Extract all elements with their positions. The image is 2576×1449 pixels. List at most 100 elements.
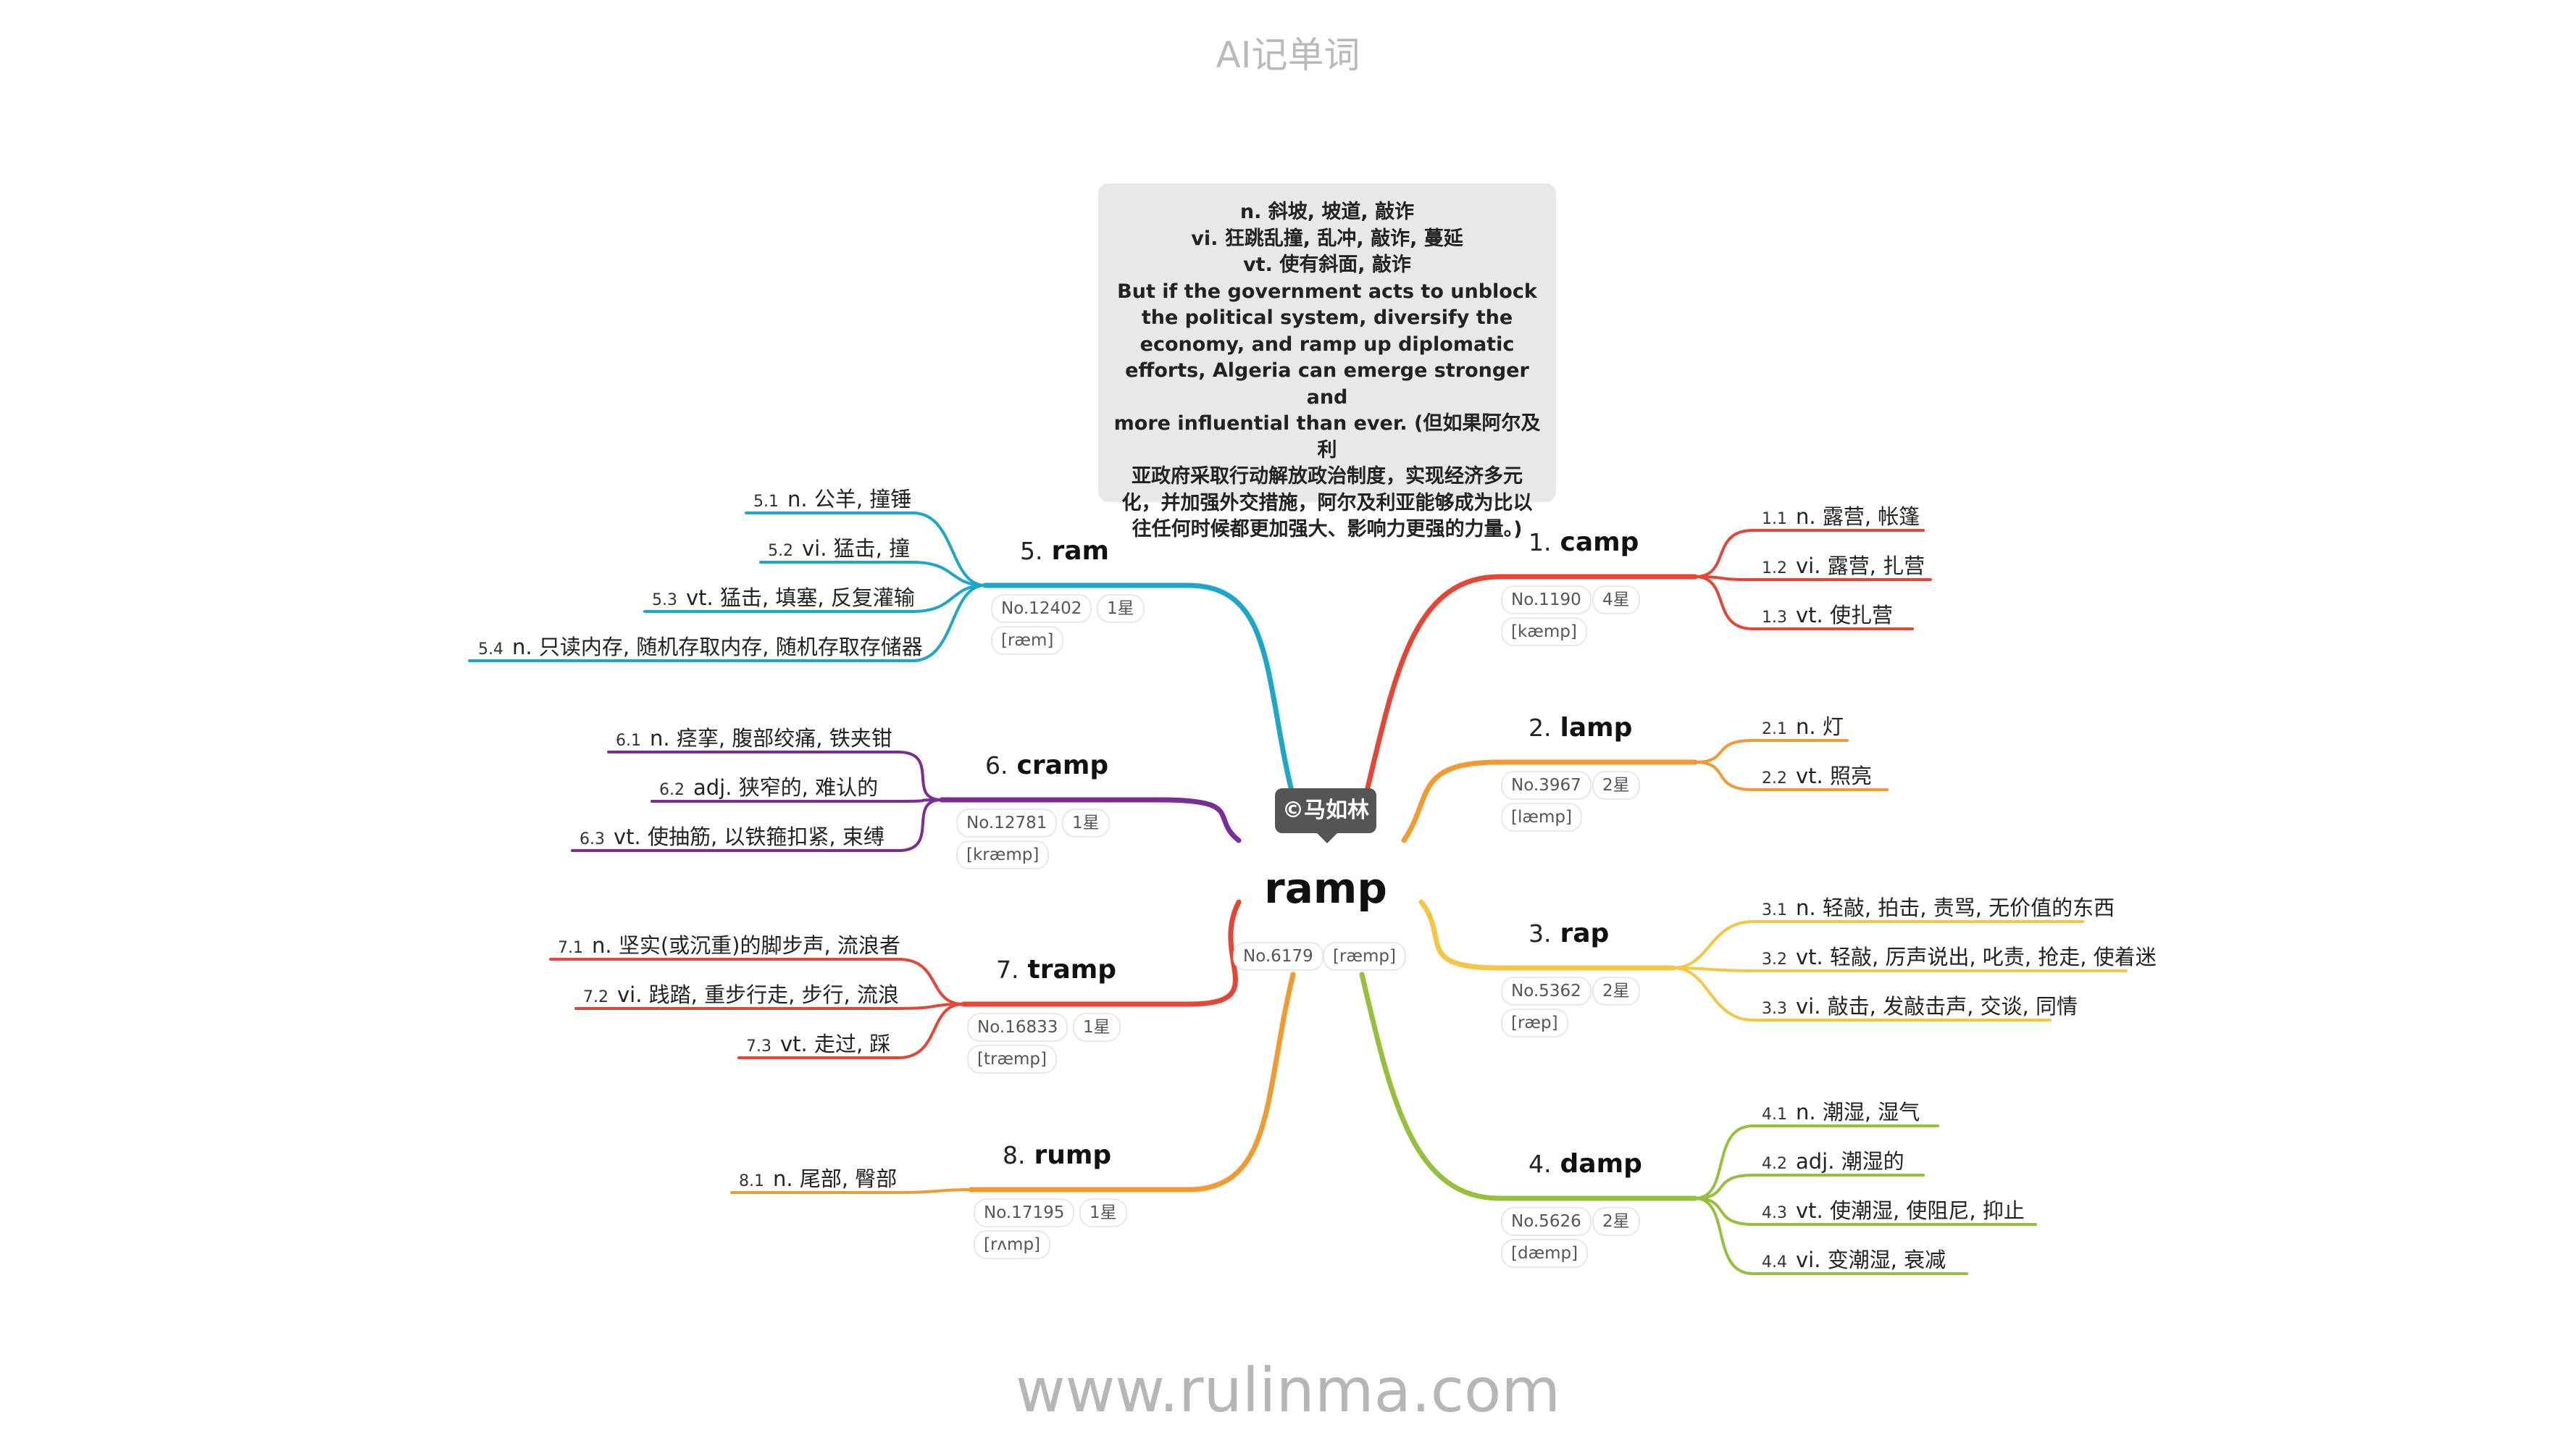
sub-definition: 4.1 n. 潮湿, 湿气 <box>1762 1095 1920 1126</box>
note-line: 化，并加强外交措施，阿尔及利亚能够成为比以 <box>1121 491 1533 514</box>
sub-definition: 7.2 vi. 践踏, 重步行走, 步行, 流浪 <box>583 978 899 1009</box>
sub-number: 1.1 <box>1762 510 1787 528</box>
sub-connector <box>1694 1124 1939 1200</box>
sub-text: vi. 变潮湿, 衰减 <box>1796 1248 1946 1272</box>
sub-definition: 3.2 vt. 轻敲, 厉声说出, 叱责, 抢走, 使着迷 <box>1762 940 2157 971</box>
note-line: 亚政府采取行动解放政治制度，实现经济多元 <box>1132 465 1523 488</box>
sub-text: vt. 使扎营 <box>1796 603 1893 627</box>
sub-number: 5.1 <box>753 493 779 511</box>
sub-definition: 7.3 vt. 走过, 踩 <box>746 1027 890 1058</box>
branch-number-badge: No.5362 <box>1501 977 1592 1006</box>
branch-connector <box>1401 759 1698 843</box>
sub-number: 2.2 <box>1762 769 1787 788</box>
branch-word: cramp <box>1016 751 1109 780</box>
footer-url: www.rulinma.com <box>1015 1355 1561 1426</box>
sub-connector <box>1694 761 1889 791</box>
branch-word-label: 5. ram <box>1020 536 1109 566</box>
branch-stars-badge: 1星 <box>1062 809 1110 838</box>
sub-number: 7.1 <box>558 939 583 957</box>
sub-connector <box>607 751 943 801</box>
sub-connector <box>759 561 987 587</box>
sub-connector <box>1694 529 1925 578</box>
sub-text: vt. 使抽筋, 以铁箍扣紧, 束缚 <box>614 824 885 849</box>
sub-number: 1.3 <box>1762 609 1787 627</box>
sub-definition: 5.4 n. 只读内存, 随机存取内存, 随机存取存储器 <box>478 630 923 661</box>
branch-phonetic-badge: [rʌmp] <box>974 1230 1051 1259</box>
sub-text: n. 灯 <box>1796 714 1844 739</box>
branch-word-label: 8. rump <box>1003 1140 1111 1170</box>
branch-index: 8. <box>1003 1141 1026 1169</box>
branch-phonetic-badge: [ræp] <box>1501 1009 1568 1037</box>
branch-word: lamp <box>1560 713 1633 743</box>
branch-connector <box>939 797 1242 843</box>
sub-number: 6.2 <box>659 781 685 799</box>
sub-text: vt. 走过, 踩 <box>780 1032 891 1056</box>
sub-connector <box>571 798 943 852</box>
note-line: more influential than ever. (但如果阿尔及利 <box>1113 412 1541 462</box>
branch-number-badge: No.1190 <box>1501 585 1592 614</box>
branch-word: rap <box>1560 919 1610 948</box>
sub-definition: 6.1 n. 痉挛, 腹部绞痛, 铁夹钳 <box>616 722 892 752</box>
sub-text: n. 尾部, 臀部 <box>773 1166 898 1191</box>
sub-number: 6.1 <box>616 732 641 750</box>
sub-text: vi. 露营, 扎营 <box>1796 554 1925 578</box>
sub-number: 2.1 <box>1762 720 1787 738</box>
sub-definition: 4.2 adj. 潮湿的 <box>1762 1145 1904 1175</box>
branch-index: 7. <box>996 956 1019 984</box>
branch-connector <box>1359 972 1698 1201</box>
sub-connector <box>1694 1174 1925 1200</box>
sub-connector <box>1672 966 2052 1022</box>
branch-stars-badge: 1星 <box>1097 594 1145 623</box>
branch-number-badge: No.5626 <box>1501 1207 1592 1236</box>
root-word: ramp <box>1264 864 1387 913</box>
sub-text: vt. 轻敲, 厉声说出, 叱责, 抢走, 使着迷 <box>1796 945 2157 969</box>
branch-number-badge: No.16833 <box>967 1013 1069 1042</box>
sub-connector <box>1694 1197 2037 1226</box>
branch-phonetic-badge: [træmp] <box>967 1045 1058 1074</box>
sub-number: 7.3 <box>746 1037 771 1056</box>
branch-word-label: 7. tramp <box>996 955 1116 985</box>
definition-note: n. 斜坡, 坡道, 敲诈 vi. 狂跳乱撞, 乱冲, 敲诈, 蔓延 vt. 使… <box>1098 183 1556 540</box>
sub-connector <box>1694 739 1849 764</box>
branch-index: 5. <box>1020 537 1043 565</box>
sub-definition: 1.3 vt. 使扎营 <box>1762 598 1893 629</box>
sub-number: 7.2 <box>583 988 609 1006</box>
sub-definition: 3.1 n. 轻敲, 拍击, 责骂, 无价值的东西 <box>1762 891 2115 922</box>
note-line: vi. 狂跳乱撞, 乱冲, 敲诈, 蔓延 <box>1191 227 1463 250</box>
sub-number: 5.2 <box>768 542 793 560</box>
branch-phonetic-badge: [dæmp] <box>1501 1239 1589 1268</box>
branch-stars-badge: 2星 <box>1592 1207 1640 1236</box>
branch-number-badge: No.3967 <box>1501 771 1592 800</box>
sub-definition: 6.2 adj. 狭窄的, 难认的 <box>659 771 878 801</box>
branch-word-label: 2. lamp <box>1529 713 1632 743</box>
sub-text: vt. 猛击, 填塞, 反复灌输 <box>686 585 915 610</box>
note-line: n. 斜坡, 坡道, 敲诈 <box>1239 201 1415 223</box>
sub-number: 4.1 <box>1762 1106 1787 1124</box>
branch-stars-badge: 2星 <box>1592 771 1640 800</box>
sub-definition: 8.1 n. 尾部, 臀部 <box>739 1162 897 1193</box>
note-line: economy, and ramp up diplomatic <box>1139 333 1515 356</box>
note-line: efforts, Algeria can emerge stronger and <box>1125 359 1529 409</box>
sub-connector <box>651 798 943 803</box>
sub-connector <box>1694 575 1932 581</box>
sub-text: n. 潮湿, 湿气 <box>1796 1100 1920 1124</box>
sub-number: 4.2 <box>1762 1155 1787 1173</box>
sub-definition: 2.2 vt. 照亮 <box>1762 759 1872 790</box>
sub-definition: 4.3 vt. 使潮湿, 使阻尼, 抑止 <box>1762 1194 2025 1224</box>
sub-definition: 1.2 vi. 露营, 扎营 <box>1762 549 1925 580</box>
sub-definition: 5.1 n. 公羊, 撞锤 <box>753 483 911 513</box>
branch-stars-badge: 1星 <box>1079 1198 1127 1227</box>
sub-connector <box>643 584 987 613</box>
branch-stars-badge: 1星 <box>1073 1013 1121 1042</box>
branch-phonetic-badge: [ræm] <box>991 626 1064 655</box>
sub-number: 4.4 <box>1762 1253 1787 1271</box>
page-header-title: AI记单词 <box>1216 34 1360 76</box>
note-line: the political system, diversify the <box>1141 306 1513 329</box>
sub-connector <box>1672 966 2128 972</box>
sub-text: vt. 使潮湿, 使阻尼, 抑止 <box>1796 1198 2025 1223</box>
branch-stars-badge: 4星 <box>1592 585 1640 614</box>
branch-word: rump <box>1034 1140 1112 1170</box>
branch-number-badge: No.17195 <box>974 1198 1075 1227</box>
sub-definition: 4.4 vi. 变潮湿, 衰减 <box>1762 1243 1946 1274</box>
